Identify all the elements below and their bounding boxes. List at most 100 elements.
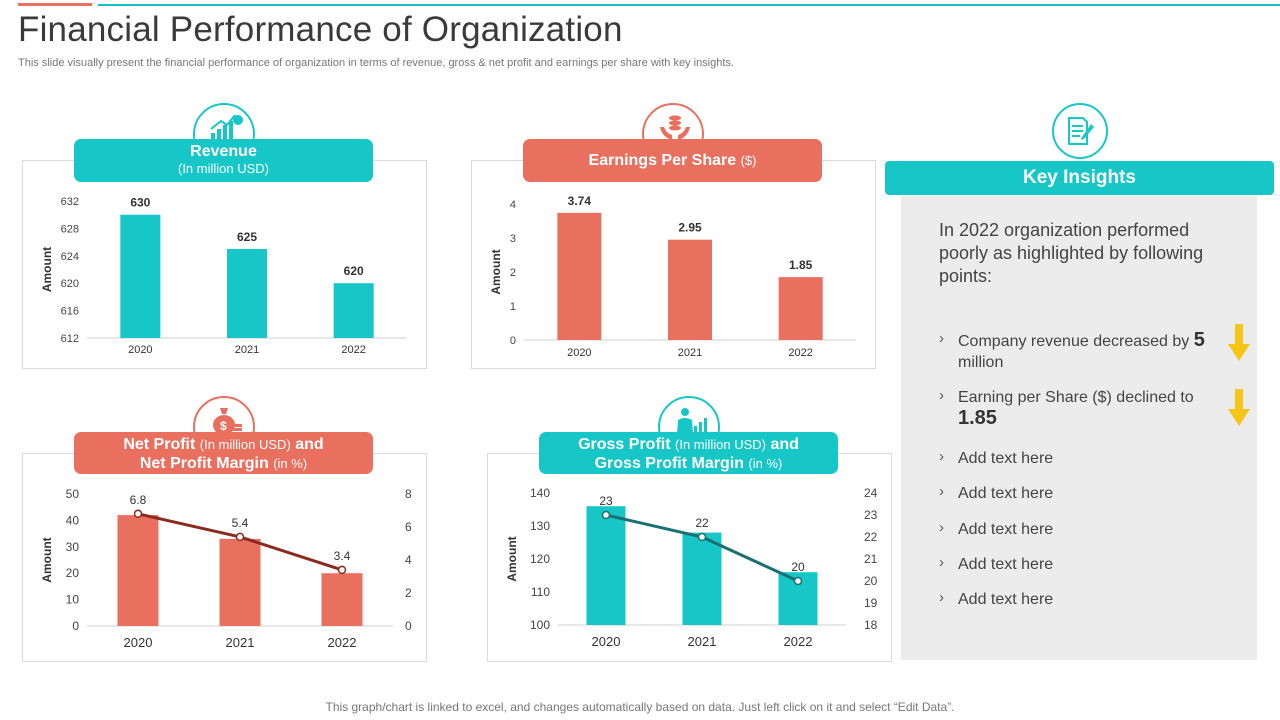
y-tick-label: 612 (61, 333, 79, 345)
insight-text: Company revenue decreased by (958, 333, 1190, 350)
x-tick-label: 2021 (226, 635, 255, 650)
revenue-chart: 612 616 620 624 628 632 Amount 630 2020 625 2021 62… (40, 196, 407, 356)
y2-tick-label: 24 (864, 486, 878, 500)
presenter-chart-icon (677, 408, 707, 434)
line-data-label: 5.4 (232, 516, 249, 530)
line-point (601, 510, 611, 520)
y-tick-label: 0 (510, 335, 516, 347)
y2-tick-label: 21 (864, 552, 878, 566)
bar (227, 248, 267, 338)
y2-tick-label: 2 (405, 586, 412, 600)
gross-profit-header-title: Gross Profit (578, 436, 671, 453)
data-label: 3.74 (568, 194, 592, 208)
net-profit-chart: 0 10 20 30 40 50 Amount 2020 2021 2022 0 2 4 6 8 6.8 5.4… (40, 487, 412, 650)
insight-text: Add text here (958, 450, 1054, 467)
y-tick-label: 4 (510, 199, 516, 211)
x-tick-label: 2020 (567, 347, 591, 359)
y-tick-label: 624 (61, 251, 79, 263)
eps-chart: 0 1 2 3 4 Amount 3.74 2020 2.95 2021 1.85 2022 (489, 194, 856, 359)
revenue-header-unit: (In million USD) (177, 161, 269, 176)
net-profit-margin-header-unit: (in %) (273, 456, 308, 471)
gross-profit-header-and: and (770, 436, 799, 453)
y-axis-label: Amount (489, 249, 503, 294)
y-tick-label: 20 (66, 566, 80, 580)
page-title: Financial Performance of Organization (18, 10, 623, 49)
line-point (133, 509, 143, 519)
net-profit-header: Net Profit (In million USD) and Net Prof… (74, 432, 373, 474)
data-label: 625 (237, 230, 257, 244)
data-label: 1.85 (789, 258, 813, 272)
y-tick-label: 632 (61, 196, 79, 208)
y2-tick-label: 18 (864, 618, 878, 632)
data-label: 630 (130, 196, 150, 210)
eps-header: Earnings Per Share ($) (523, 139, 822, 182)
y2-tick-label: 8 (405, 487, 412, 501)
revenue-header-title: Revenue (190, 143, 257, 160)
down-arrow-icon (1228, 324, 1250, 361)
line-data-label: 3.4 (334, 549, 351, 563)
revenue-header: Revenue (In million USD) (74, 139, 373, 182)
y-tick-label: 10 (66, 593, 80, 607)
line-data-label: 22 (695, 516, 709, 530)
bar (333, 283, 374, 338)
y-tick-label: 50 (66, 487, 80, 501)
eps-chart-panel[interactable]: 0 1 2 3 4 Amount 3.74 2020 2.95 2021 1.85 2022 (471, 160, 876, 369)
y-tick-label: 3 (510, 233, 516, 245)
x-tick-label: 2021 (688, 634, 717, 649)
y-tick-label: 616 (61, 306, 79, 318)
y-tick-label: 2 (510, 267, 516, 279)
y-axis-label: Amount (40, 537, 54, 582)
y-tick-label: 30 (66, 540, 80, 554)
y-axis-label: Amount (505, 536, 519, 581)
y-tick-label: 110 (531, 585, 550, 599)
insight-value: 1.85 (958, 407, 997, 429)
x-tick-label: 2022 (341, 344, 365, 356)
bar (120, 214, 161, 338)
top-accent-teal (98, 4, 1280, 6)
bar (682, 532, 722, 625)
footer-note: This graph/chart is linked to excel, and… (325, 700, 955, 714)
bar (321, 573, 363, 626)
revenue-chart-panel[interactable]: 612 616 620 624 628 632 Amount 630 2020 625 2021 62… (22, 160, 427, 369)
y-tick-label: 100 (530, 618, 550, 632)
y2-tick-label: 20 (864, 574, 878, 588)
chevron-right-icon: › (939, 330, 944, 347)
gross-profit-header-unit: (In million USD) (675, 437, 767, 452)
insights-intro: In 2022 organization performed poorly as… (939, 220, 1204, 286)
chevron-right-icon: › (939, 483, 944, 500)
x-tick-label: 2021 (678, 347, 702, 359)
insight-text: Add text here (958, 485, 1054, 502)
line-data-label: 6.8 (130, 493, 147, 507)
gross-profit-margin-header-unit: (in %) (748, 456, 783, 471)
x-tick-label: 2020 (592, 634, 621, 649)
net-profit-chart-panel[interactable]: 0 10 20 30 40 50 Amount 2020 2021 2022 0 2 4 6 8 6.8 5.4… (22, 453, 427, 662)
data-label: 620 (344, 264, 364, 278)
bar (219, 538, 261, 626)
gross-profit-header: Gross Profit (In million USD) and Gross … (539, 432, 838, 474)
y-tick-label: 140 (530, 486, 550, 500)
gross-profit-chart-panel[interactable]: 100 110 120 130 140 Amount 2020 2021 2022 18 19 20 2… (487, 453, 892, 662)
y-axis-label: Amount (40, 247, 54, 292)
bar (778, 277, 823, 340)
bar (668, 239, 712, 340)
chevron-right-icon: › (939, 519, 944, 536)
insight-value: 5 (1193, 329, 1205, 351)
line-point (793, 576, 803, 586)
y2-tick-label: 6 (405, 520, 412, 534)
y-tick-label: 1 (510, 301, 516, 313)
insight-text: Earning per Share ($) declined to (958, 389, 1194, 406)
x-tick-label: 2022 (328, 635, 357, 650)
bar (117, 515, 159, 626)
chevron-right-icon: › (939, 554, 944, 571)
down-arrow-icon (1228, 389, 1250, 426)
insights-panel (901, 196, 1257, 660)
net-profit-header-unit: (In million USD) (199, 437, 291, 452)
net-profit-header-and: and (295, 436, 324, 453)
y-tick-label: 130 (530, 519, 550, 533)
y2-tick-label: 23 (864, 508, 878, 522)
chevron-right-icon: › (939, 387, 944, 404)
chevron-right-icon: › (939, 448, 944, 465)
eps-header-unit: ($) (740, 153, 757, 168)
y-tick-label: 628 (61, 223, 79, 235)
